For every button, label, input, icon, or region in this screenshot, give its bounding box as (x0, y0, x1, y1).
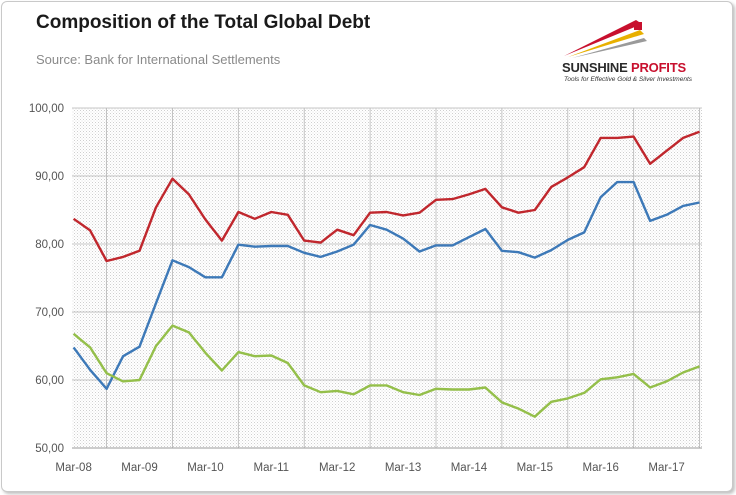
chart-subtitle: Source: Bank for International Settlemen… (36, 52, 281, 67)
logo-rays-icon (564, 20, 647, 58)
x-tick-label: Mar-16 (582, 462, 618, 474)
x-tick-label: Mar-15 (517, 462, 553, 474)
y-tick-label: 70,00 (35, 307, 64, 319)
x-tick-label: Mar-12 (319, 462, 355, 474)
x-tick-label: Mar-08 (55, 462, 91, 474)
y-tick-label: 50,00 (35, 443, 64, 455)
series-lines (72, 130, 700, 418)
x-tick-label: Mar-11 (254, 462, 290, 474)
x-tick-label: Mar-10 (187, 462, 223, 474)
y-tick-label: 60,00 (35, 375, 64, 387)
y-tick-label: 90,00 (35, 171, 64, 183)
series-line-1 (72, 130, 700, 263)
series-line-3 (72, 324, 700, 418)
sunshine-profits-logo: SUNSHINE PROFITS Tools for Effective Gol… (558, 20, 718, 90)
series-line-2 (72, 180, 700, 390)
y-axis: 50,00 60,00 70,00 80,00 90,00 100,00 (29, 103, 64, 455)
plot-area (72, 108, 702, 448)
chart-title: Composition of the Total Global Debt (36, 12, 371, 33)
logo-tagline: Tools for Effective Gold & Silver Invest… (564, 76, 693, 83)
x-tick-label: Mar-14 (451, 462, 488, 474)
y-tick-label: 80,00 (35, 239, 64, 251)
x-tick-label: Mar-09 (121, 462, 157, 474)
x-tick-label: Mar-13 (385, 462, 421, 474)
logo-name: SUNSHINE PROFITS (562, 60, 686, 75)
x-tick-label: Mar-17 (648, 462, 684, 474)
x-axis: Mar-08 Mar-09 Mar-10 Mar-11 Mar-12 Mar-13 Mar-… (55, 447, 702, 474)
y-tick-label: 100,00 (29, 103, 64, 115)
gridlines (72, 107, 702, 449)
